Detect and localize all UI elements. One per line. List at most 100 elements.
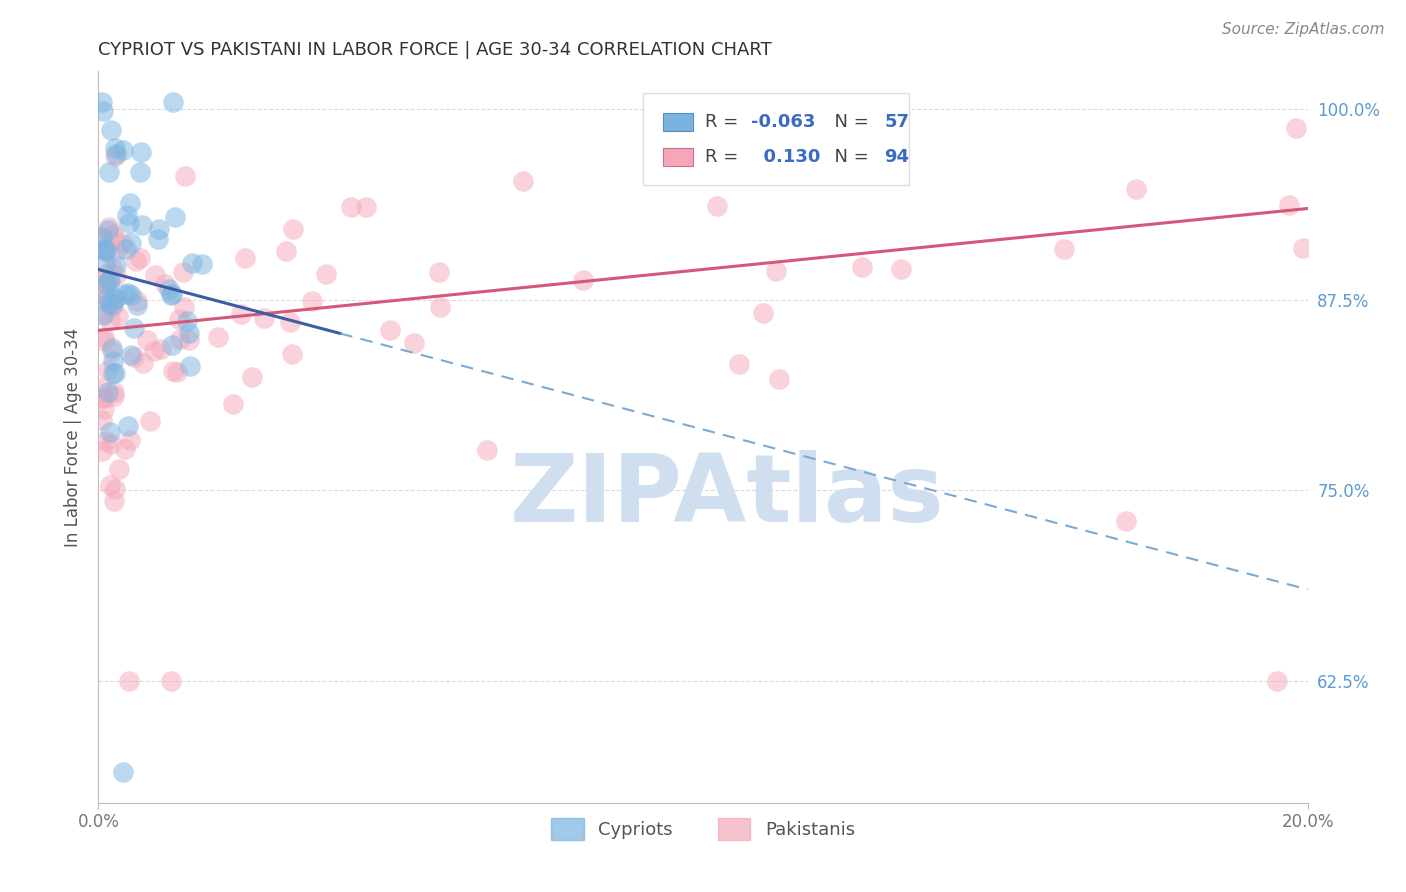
Point <box>253 310 276 325</box>
Point <box>91 230 114 244</box>
Text: -0.063: -0.063 <box>751 112 815 131</box>
Point <box>91 95 114 109</box>
Point <box>90 283 112 297</box>
Point <box>221 397 243 411</box>
Point <box>93 103 115 118</box>
Point <box>173 300 195 314</box>
Point <box>120 287 142 301</box>
Point <box>751 306 773 320</box>
Point <box>1115 514 1137 528</box>
Text: ZIPAtlas: ZIPAtlas <box>510 450 945 541</box>
Point <box>93 307 115 321</box>
Text: R =: R = <box>706 112 744 131</box>
Bar <box>664 148 693 166</box>
Point <box>98 273 121 287</box>
Point <box>103 227 125 241</box>
Point <box>120 195 142 210</box>
Point <box>103 384 125 399</box>
Point <box>114 287 136 301</box>
Point <box>93 334 115 348</box>
Point <box>93 244 115 259</box>
Point <box>354 201 377 215</box>
Point <box>122 350 145 364</box>
Point <box>97 290 120 304</box>
Point <box>118 433 141 447</box>
Point <box>162 364 184 378</box>
Point <box>100 298 122 312</box>
Point <box>231 307 253 321</box>
Point <box>378 323 401 337</box>
Point <box>890 261 912 276</box>
Point <box>1053 242 1076 256</box>
Point <box>1292 241 1315 255</box>
Point <box>97 223 120 237</box>
Point <box>851 260 873 275</box>
Point <box>94 276 117 290</box>
Bar <box>664 112 693 131</box>
Point <box>93 401 115 416</box>
Point <box>728 357 751 371</box>
Point <box>768 372 790 386</box>
Point <box>96 434 118 448</box>
Point <box>114 442 136 456</box>
Point <box>100 123 122 137</box>
Point <box>765 264 787 278</box>
Point <box>122 321 145 335</box>
Point <box>706 199 728 213</box>
Point <box>477 443 499 458</box>
Point <box>107 462 129 476</box>
Point <box>734 150 756 164</box>
Text: Source: ZipAtlas.com: Source: ZipAtlas.com <box>1222 22 1385 37</box>
Point <box>1278 198 1301 212</box>
Point <box>111 765 134 780</box>
Point <box>101 343 124 358</box>
Text: R =: R = <box>706 148 744 166</box>
Point <box>117 419 139 434</box>
Legend: Cypriots, Pakistanis: Cypriots, Pakistanis <box>543 808 863 848</box>
Point <box>94 242 117 256</box>
Point <box>169 332 191 346</box>
Point <box>103 231 125 245</box>
Point <box>146 232 169 246</box>
Point <box>179 359 201 374</box>
Point <box>157 282 180 296</box>
Point <box>233 252 256 266</box>
Point <box>1125 182 1147 196</box>
Point <box>160 288 183 302</box>
Point <box>132 356 155 370</box>
Point <box>281 347 304 361</box>
Point <box>111 143 134 157</box>
Point <box>103 299 125 313</box>
Point <box>98 274 121 288</box>
Point <box>172 265 194 279</box>
Point <box>98 296 121 310</box>
Point <box>118 216 141 230</box>
Point <box>107 309 129 323</box>
Point <box>100 437 122 451</box>
Point <box>101 260 124 275</box>
Point <box>97 385 120 400</box>
Point <box>180 256 202 270</box>
Point <box>104 291 127 305</box>
Point <box>163 210 186 224</box>
Point <box>105 243 128 257</box>
Point <box>98 297 121 311</box>
Text: N =: N = <box>823 112 875 131</box>
Point <box>429 300 451 314</box>
Point <box>173 169 195 183</box>
Point <box>340 200 363 214</box>
Point <box>120 349 142 363</box>
Point <box>162 95 184 109</box>
Point <box>131 218 153 232</box>
Point <box>104 482 127 496</box>
Point <box>117 286 139 301</box>
Point <box>404 335 426 350</box>
Point <box>96 291 118 305</box>
Point <box>118 673 141 688</box>
Point <box>104 141 127 155</box>
FancyBboxPatch shape <box>643 94 908 185</box>
Point <box>1267 673 1289 688</box>
Point <box>315 267 337 281</box>
Point <box>91 308 114 322</box>
Point <box>179 326 201 340</box>
